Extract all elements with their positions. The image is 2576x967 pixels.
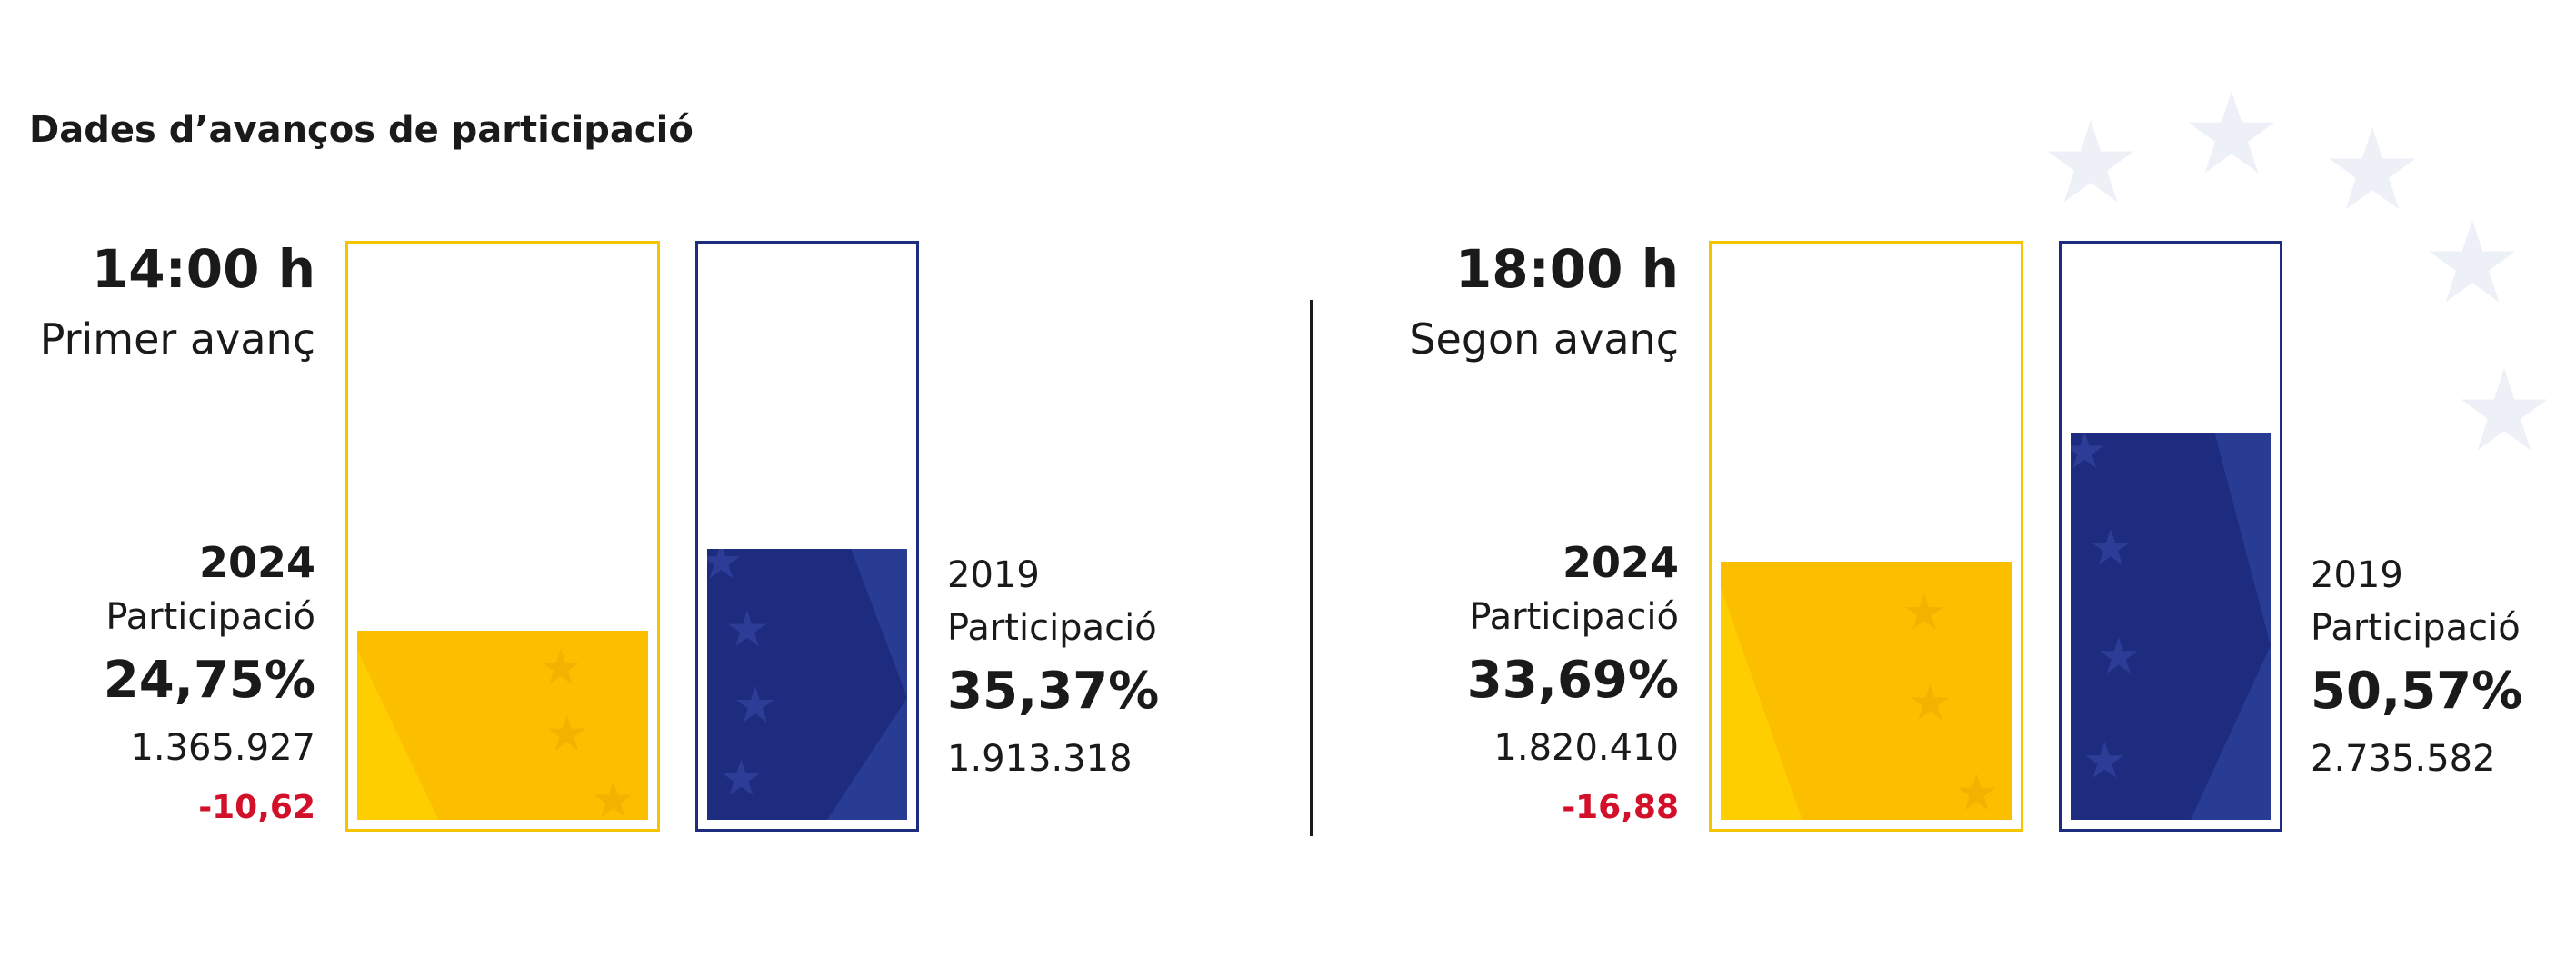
participation-label-2019: Participació (947, 607, 1157, 649)
star-icon (2085, 742, 2124, 778)
bar-stars-decoration (707, 549, 774, 796)
votes-2019: 1.913.318 (947, 738, 1133, 780)
year-2019-label: 2019 (947, 554, 1040, 596)
page-title: Dades d’avanços de participació (29, 109, 694, 151)
bar-2019 (707, 549, 907, 820)
bar-2019 (2071, 433, 2271, 820)
star-icon (728, 610, 766, 647)
bar-frame-2019 (2059, 241, 2282, 832)
bar-stars-decoration (2071, 433, 2138, 778)
participation-pct-2019: 50,57% (2311, 662, 2523, 721)
bar-fill-graphic (1721, 562, 2012, 820)
bar-stars-decoration (1905, 593, 1996, 811)
participation-label-2024: Participació (1469, 596, 1679, 638)
time-label: 18:00 h (1454, 238, 1679, 300)
votes-2024: 1.365.927 (130, 727, 315, 769)
star-icon (542, 648, 580, 685)
panel-segon-avanc: 18:00 h Segon avanç 2024 Participació 33… (1363, 0, 2576, 967)
panel-divider (1310, 300, 1313, 836)
time-label: 14:00 h (91, 238, 315, 300)
year-2019-label: 2019 (2311, 554, 2403, 596)
bar-fill-graphic (2071, 433, 2271, 820)
star-icon (594, 781, 633, 817)
participation-label-2024: Participació (105, 596, 315, 638)
bar-stars-decoration (542, 648, 633, 817)
panel-primer-avanc: 14:00 h Primer avanç 2024 Participació 2… (0, 0, 1273, 967)
participation-pct-2024: 33,69% (1466, 651, 1679, 710)
participation-label-2019: Participació (2311, 607, 2521, 649)
star-icon (1905, 593, 1943, 630)
year-2024-label: 2024 (1562, 538, 1679, 587)
bar-2024 (357, 631, 648, 820)
star-icon (735, 685, 774, 723)
advance-label: Segon avanç (1409, 314, 1679, 364)
bar-frame-2024 (345, 241, 660, 832)
advance-label: Primer avanç (39, 314, 315, 364)
bar-fill-graphic (357, 631, 648, 820)
star-icon (722, 759, 761, 796)
votes-2019: 2.735.582 (2311, 738, 2496, 780)
star-icon (707, 549, 741, 579)
difference-value: -16,88 (1562, 789, 1679, 826)
bar-frame-2024 (1709, 241, 2023, 832)
bar-2024 (1721, 562, 2012, 820)
difference-value: -10,62 (198, 789, 315, 826)
votes-2024: 1.820.410 (1493, 727, 1679, 769)
star-icon (547, 714, 586, 752)
participation-pct-2024: 24,75% (103, 651, 315, 710)
star-icon (1957, 773, 1996, 811)
bar-frame-2019 (695, 241, 919, 832)
star-icon (2092, 528, 2130, 565)
star-icon (1911, 683, 1950, 720)
star-icon (2099, 637, 2138, 673)
star-icon (2071, 433, 2104, 469)
year-2024-label: 2024 (198, 538, 315, 587)
participation-pct-2019: 35,37% (947, 662, 1160, 721)
